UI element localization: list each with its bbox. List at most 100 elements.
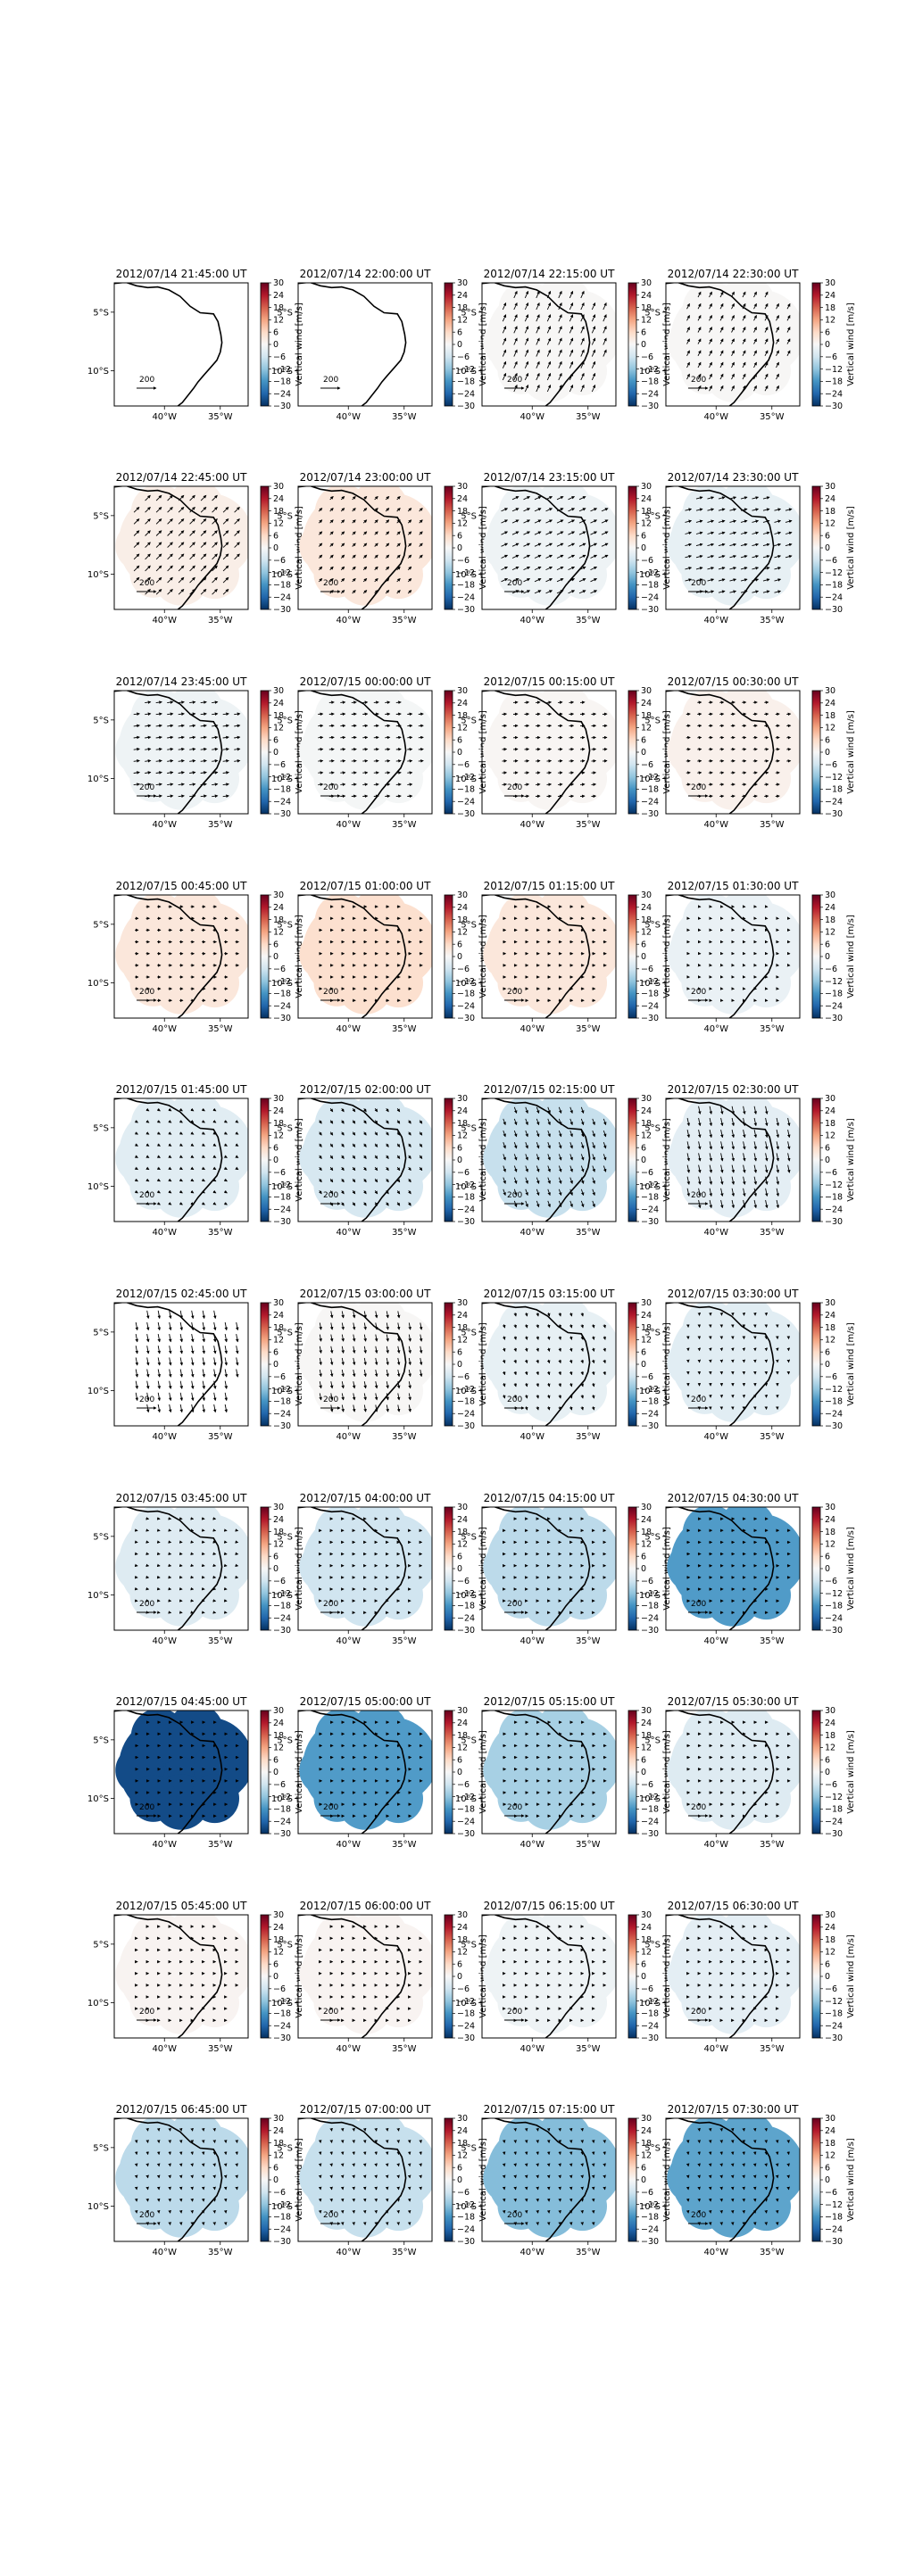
wind-vector [709,327,712,333]
colorbar-tick-label: −6 [825,1984,837,1994]
coverage-cell [742,754,791,804]
y-tick-label: 10°S [87,570,109,580]
colorbar-tick-label: −18 [273,1193,291,1203]
map-panel: 2012/07/15 06:15:00 UT 200 5°S 10°S 40°W 35°W… [455,1900,672,2054]
colorbar-tick-label: 30 [273,1094,284,1104]
y-tick-label: 5°S [461,716,477,725]
wind-vector [340,783,346,786]
wind-vector [340,590,345,594]
colorbar [260,1710,270,1835]
colorbar [811,1097,821,1222]
wind-vector [235,1369,239,1378]
colorbar-tick-label: −6 [825,352,837,362]
wind-vector [362,759,369,763]
coverage-cell [558,550,607,600]
map-panel: 2012/07/14 23:30:00 UT 200 5°S 10°S 40°W 35°W… [639,471,856,625]
x-tick-label: 35°W [576,2044,601,2054]
wind-vector [167,576,173,584]
wind-vector [407,759,413,763]
panel-title: 2012/07/14 22:00:00 UT [300,268,431,280]
reference-vector-label: 200 [139,1803,154,1812]
colorbar-tick-label: −24 [457,2224,475,2234]
colorbar-tick-label: 0 [273,1972,278,1982]
y-tick-label: 10°S [455,1182,477,1192]
wind-vector [224,1321,229,1331]
wind-vector [135,1346,139,1354]
wind-vector [407,735,413,740]
panel-title: 2012/07/14 22:15:00 UT [484,268,615,280]
wind-vector [155,553,162,560]
x-tick-label: 35°W [392,1228,417,1238]
wind-vector [603,337,607,345]
wind-vector [179,1369,184,1378]
wind-vector [212,1369,217,1378]
wind-vector [145,1346,150,1354]
wind-vector [709,350,712,357]
colorbar-tick-label: −30 [273,402,291,411]
wind-vector [776,302,779,310]
wind-vector [719,327,724,333]
wind-vector [719,314,724,321]
colorbar-tick-label: 18 [457,303,468,313]
colorbar-tick-label: 30 [825,1910,835,1920]
wind-vector [709,361,712,369]
wind-vector [329,577,334,583]
y-tick-label: 5°S [277,2143,293,2153]
colorbar-tick-label: −18 [641,1193,659,1203]
x-tick-label: 40°W [703,2044,728,2054]
wind-vector [222,576,229,584]
colorbar-tick-label: 30 [273,686,284,696]
y-tick-label: 10°S [455,774,477,784]
colorbar-tick-label: −18 [825,1397,843,1407]
x-tick-label: 35°W [392,1432,417,1442]
wind-vector [352,531,356,535]
colorbar-tick-label: −12 [825,1793,843,1802]
wind-vector [385,590,390,594]
colorbar [260,894,270,1019]
colorbar-tick-label: 0 [273,952,278,962]
coverage-cell [681,1775,728,1822]
map-panel: 2012/07/15 04:15:00 UT 200 5°S 10°S 40°W 35°W… [455,1492,672,1646]
wind-vector [603,349,607,357]
wind-vector [513,360,518,369]
panel-grid: 2012/07/14 21:45:00 UT 200 5°S 10°S 40°W 35°W… [87,268,856,2257]
y-tick-label: 10°S [271,1999,293,2009]
wind-vector [502,337,507,345]
colorbar [628,282,637,407]
wind-vector [385,735,391,740]
wind-vector [558,360,562,369]
reference-vector-label: 200 [139,988,154,997]
x-tick-label: 40°W [152,1432,177,1442]
colorbar-tick-label: 18 [641,303,652,313]
panel-plot-area [482,691,616,814]
coverage-cell [681,1571,728,1619]
wind-vector [351,794,357,799]
colorbar-tick-label: 6 [457,1552,462,1561]
y-tick-label: 10°S [639,1999,661,2009]
wind-vector [373,700,379,704]
colorbar-tick-label: 6 [273,327,278,337]
reference-vector-label: 200 [323,2008,338,2017]
colorbar-tick-label: 6 [825,1755,830,1765]
colorbar-tick-label: −24 [457,1205,475,1214]
reference-vector-label: 200 [139,376,154,385]
colorbar-tick-label: 30 [825,686,835,696]
colorbar-tick-label: 12 [825,316,835,326]
wind-vector [686,361,690,369]
colorbar-tick-label: 18 [825,1119,835,1129]
wind-vector [580,349,585,357]
colorbar-tick-label: −30 [273,605,291,615]
coverage-region [667,1710,800,1830]
colorbar-tick-label: −30 [273,1829,291,1839]
colorbar-tick-label: −24 [273,797,291,807]
coverage-cell [497,1979,544,2026]
map-panel: 2012/07/15 02:15:00 UT 200 5°S 10°S 40°W 35°W… [455,1083,672,1238]
wind-vector [178,553,185,560]
colorbar-tick-label: −18 [273,1397,291,1407]
wind-vector [145,1357,150,1366]
colorbar-tick-label: −18 [273,1602,291,1611]
panel-title: 2012/07/15 07:15:00 UT [484,2103,615,2116]
colorbar-tick-label: 24 [457,291,468,301]
colorbar-tick-label: −18 [825,1602,843,1611]
wind-vector [535,759,541,763]
